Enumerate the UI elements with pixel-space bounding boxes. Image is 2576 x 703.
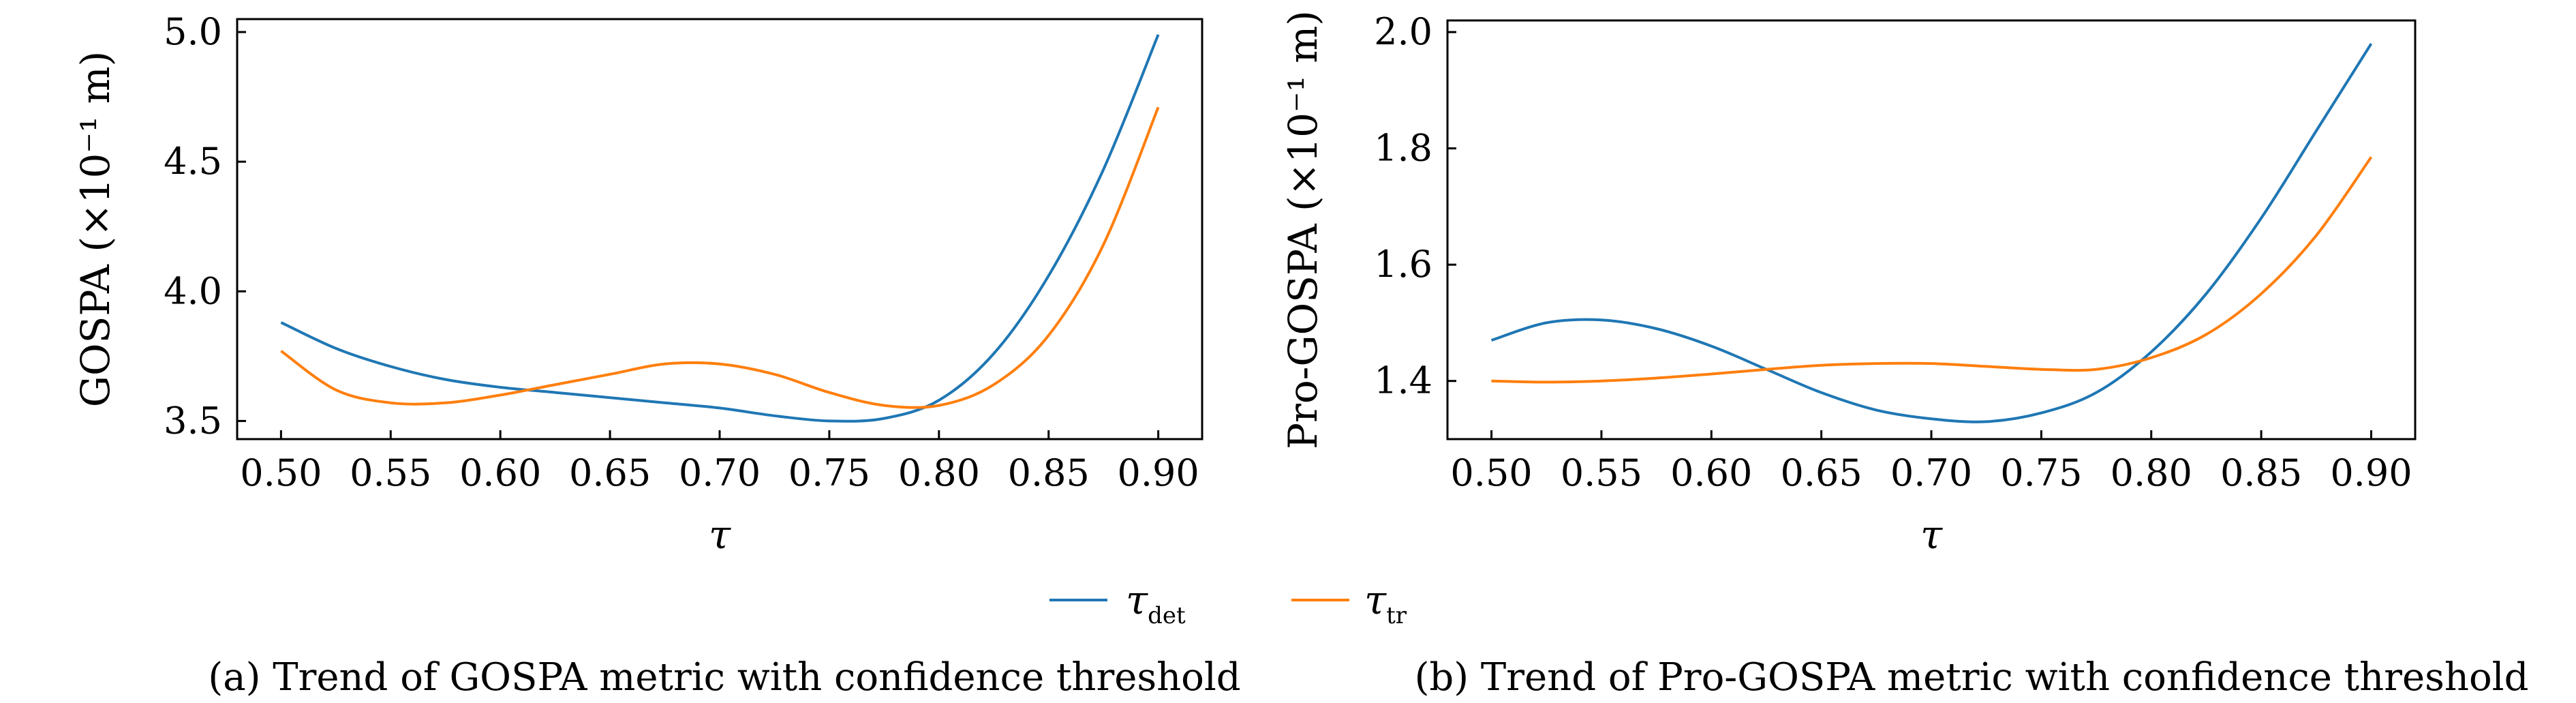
- x-tick-label: 0.70: [1890, 451, 1972, 494]
- x-tick-label: 0.50: [1450, 451, 1532, 494]
- x-tick-label: 0.90: [2330, 451, 2412, 494]
- x-tick-label: 0.75: [788, 451, 870, 494]
- x-tick-label: 0.85: [2220, 451, 2302, 494]
- y-axis-label: Pro-GOSPA (×10⁻¹ m): [1280, 10, 1326, 449]
- x-tick-label: 0.80: [2111, 451, 2192, 494]
- y-tick-label: 4.0: [164, 269, 222, 312]
- chart-panel-pro-gospa: 0.50 0.55 0.60 0.65 0.70 0.75 0.80 0.85 0.90 1.4 1…: [1280, 10, 2417, 558]
- caption-b: (b) Trend of Pro-GOSPA metric with confi…: [1415, 655, 2529, 700]
- y-tick-label: 4.5: [164, 140, 222, 183]
- x-tick-label: 0.55: [350, 451, 431, 494]
- series-line-tau-tr: [280, 106, 1160, 409]
- legend-label-tau-det: τdet: [1126, 577, 1186, 629]
- x-tick-label: 0.60: [1670, 451, 1752, 494]
- y-tick-label: 2.0: [1374, 10, 1432, 53]
- x-axis-label: τ: [1920, 511, 1943, 558]
- plot-frame: [1446, 19, 2417, 440]
- x-tick-label: 0.80: [898, 451, 980, 494]
- series-line-tau-det: [280, 34, 1160, 423]
- x-tick-label: 0.65: [569, 451, 651, 494]
- legend-label-tau-tr: τtr: [1364, 577, 1407, 629]
- legend: τdet τtr: [1049, 577, 1407, 629]
- x-tick-label: 0.85: [1008, 451, 1090, 494]
- x-tick-label: 0.50: [240, 451, 322, 494]
- x-axis-label: τ: [709, 511, 731, 558]
- series-line-tau-det: [1490, 43, 2373, 423]
- x-tick-label: 0.55: [1561, 451, 1642, 494]
- y-tick-label: 5.0: [164, 10, 222, 53]
- y-tick-label: 1.4: [1374, 359, 1432, 402]
- y-axis-label: GOSPA (×10⁻¹ m): [72, 51, 119, 408]
- x-tick-label: 0.70: [679, 451, 761, 494]
- chart-panel-gospa: 0.50 0.55 0.60 0.65 0.70 0.75 0.80 0.85 0.90 3.5 4…: [72, 10, 1203, 558]
- x-tick-label: 0.65: [1781, 451, 1862, 494]
- plot-frame: [236, 18, 1203, 440]
- x-tick-label: 0.75: [2000, 451, 2082, 494]
- x-tick-label: 0.90: [1118, 451, 1199, 494]
- y-tick-label: 3.5: [164, 399, 222, 442]
- y-tick-label: 1.6: [1374, 243, 1432, 286]
- x-tick-label: 0.60: [459, 451, 541, 494]
- caption-a: (a) Trend of GOSPA metric with confidenc…: [208, 655, 1240, 700]
- series-line-tau-tr: [1491, 156, 2373, 384]
- y-tick-label: 1.8: [1374, 127, 1432, 170]
